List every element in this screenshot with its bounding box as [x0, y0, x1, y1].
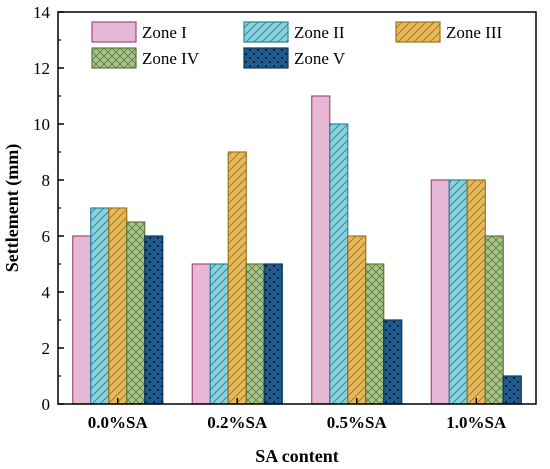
- bar-zone-iii-3: [466, 179, 486, 405]
- y-tick-label: 2: [42, 339, 51, 358]
- bar-zone-ii-1: [209, 263, 229, 405]
- bar-zone-iii-0: [108, 207, 128, 405]
- bar-zone-v-1: [263, 263, 283, 405]
- bar-zone-iii-2: [347, 235, 367, 405]
- y-tick-label: 6: [42, 227, 51, 246]
- legend: Zone I Zone II Zone III Zone IV Zone V: [91, 21, 503, 69]
- bar-zone-iv-3: [484, 235, 504, 405]
- legend-label-zone-v: Zone V: [294, 49, 346, 68]
- legend-swatch-zone-iv: [91, 47, 137, 69]
- legend-swatch-zone-v: [243, 47, 289, 69]
- legend-label-zone-ii: Zone II: [294, 23, 345, 42]
- legend-swatch-zone-iii: [395, 21, 441, 43]
- x-category-label: 0.2%SA: [207, 413, 268, 432]
- bar-zone-iii-1: [227, 151, 247, 405]
- legend-swatch-zone-ii: [243, 21, 289, 43]
- y-tick-label: 12: [33, 59, 50, 78]
- legend-swatch-zone-i: [91, 21, 137, 43]
- y-tick-label: 8: [42, 171, 51, 190]
- legend-label-zone-i: Zone I: [142, 23, 187, 42]
- x-category-label: 0.0%SA: [88, 413, 149, 432]
- bar-zone-v-0: [144, 235, 164, 405]
- y-tick-label: 14: [33, 3, 51, 22]
- bar-zone-i-3: [430, 179, 450, 405]
- y-tick-label: 4: [42, 283, 51, 302]
- bars-layer: [72, 95, 522, 405]
- x-axis-title: SA content: [255, 446, 339, 466]
- x-category-label: 0.5%SA: [327, 413, 388, 432]
- y-tick-label: 0: [42, 395, 51, 414]
- y-axis-title: Settlement (mm): [2, 144, 23, 272]
- bar-zone-ii-3: [448, 179, 468, 405]
- axes-layer: 0 2 4 6 8 10 12 14 0.0%SA 0.2%SA 0.5%SA 1.0%SA: [33, 3, 537, 432]
- bar-zone-iv-2: [365, 263, 385, 405]
- bar-zone-iv-0: [126, 221, 146, 405]
- legend-label-zone-iv: Zone IV: [142, 49, 200, 68]
- bar-zone-v-2: [383, 319, 403, 405]
- bar-zone-i-2: [311, 95, 331, 405]
- x-category-label: 1.0%SA: [446, 413, 507, 432]
- bar-zone-v-3: [502, 375, 522, 405]
- bar-zone-ii-2: [329, 123, 349, 405]
- bar-zone-i-0: [72, 235, 92, 405]
- bar-zone-ii-0: [90, 207, 110, 405]
- y-tick-label: 10: [33, 115, 50, 134]
- legend-label-zone-iii: Zone III: [446, 23, 503, 42]
- bar-zone-i-1: [191, 263, 211, 405]
- bar-zone-iv-1: [245, 263, 265, 405]
